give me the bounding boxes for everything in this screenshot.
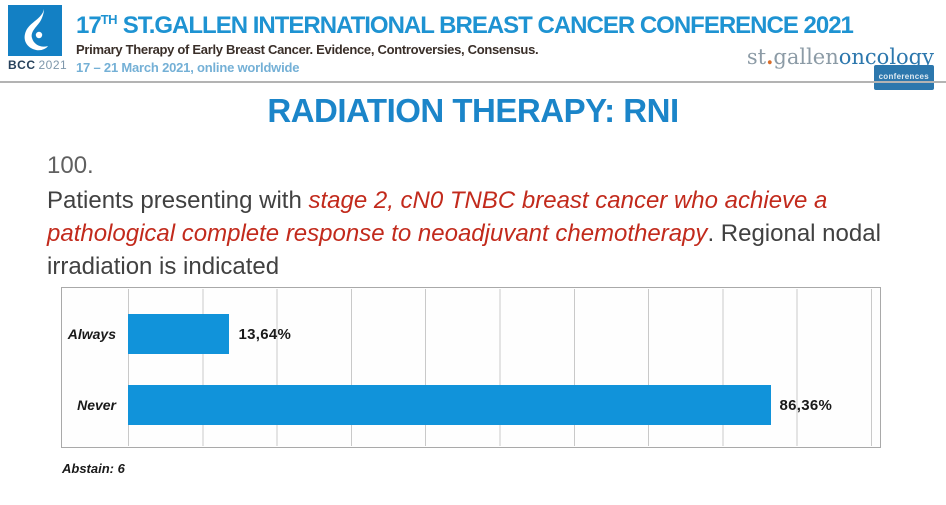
- bar-value-never: 86,36%: [779, 396, 833, 414]
- stgallen-oncology-logo: st.gallenoncology conferences: [746, 44, 934, 90]
- conference-title-number: 17: [76, 12, 102, 39]
- category-label-never: Never: [77, 397, 116, 413]
- slide-title: RADIATION THERAPY: RNI: [267, 92, 679, 129]
- bcc-logo-block: BCC 2021: [8, 5, 67, 72]
- bcc-logo-caption: BCC 2021: [8, 58, 67, 72]
- bar-value-always: 13,64%: [238, 325, 292, 343]
- brand-st: st: [746, 45, 767, 69]
- question-text: Patients presenting with stage 2, cN0 TN…: [47, 184, 903, 283]
- brand-oncology: oncology: [838, 45, 934, 69]
- conference-title: 17TH ST.GALLEN INTERNATIONAL BREAST CANC…: [76, 7, 854, 39]
- question-highlight: stage 2, cN0 TNBC breast cancer who achi…: [47, 187, 828, 247]
- conference-header: BCC 2021 17TH ST.GALLEN INTERNATIONAL BRE…: [0, 0, 946, 90]
- bar-never: [128, 385, 771, 425]
- abstain-note: Abstain: 6: [62, 461, 125, 476]
- question-part2: . Regional nodal irradiation is indicate…: [47, 220, 881, 280]
- conference-title-ordinal: TH: [100, 12, 118, 27]
- brand-dot-icon: .: [766, 44, 774, 69]
- category-label-always: Always: [67, 326, 116, 342]
- chart-row-never: Never 86,36%: [77, 372, 872, 438]
- bcc-logo-year: 2021: [38, 58, 68, 72]
- question-part1: Patients presenting with: [47, 187, 309, 214]
- header-divider: [0, 81, 946, 83]
- brand-gallen: gallen: [773, 45, 839, 69]
- conference-title-rest: ST.GALLEN INTERNATIONAL BREAST CANCER CO…: [117, 12, 854, 39]
- question-number: 100.: [47, 152, 94, 179]
- conference-subtitle: Primary Therapy of Early Breast Cancer. …: [76, 42, 539, 57]
- conference-dates: 17 – 21 March 2021, online worldwide: [76, 60, 300, 75]
- brand-conferences-badge: conferences: [873, 65, 934, 90]
- chart-row-always: Always 13,64%: [68, 301, 872, 367]
- poll-results-chart: Always 13,64% Never 86,36%: [61, 287, 881, 448]
- bcc-logo-text: BCC: [8, 58, 36, 72]
- chart-rows: Always 13,64% Never 86,36%: [68, 288, 872, 447]
- bcc-logo-icon: [8, 5, 62, 56]
- header-text-block: 17TH ST.GALLEN INTERNATIONAL BREAST CANC…: [76, 7, 854, 75]
- bar-always: [128, 314, 230, 354]
